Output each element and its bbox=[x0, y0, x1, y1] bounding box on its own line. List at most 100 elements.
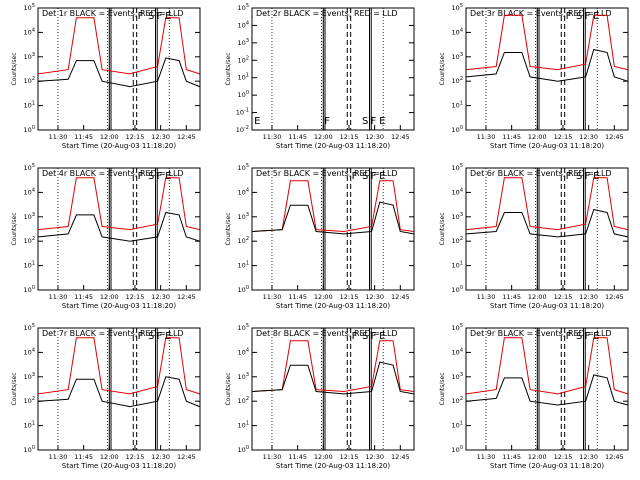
marker-f: F bbox=[324, 116, 330, 127]
marker-s: S bbox=[362, 331, 368, 342]
x-axis-label: Start Time (20-Aug-03 11:18:20) bbox=[490, 302, 604, 310]
x-tick-label: 11:30 bbox=[263, 453, 282, 461]
x-tick-label: 12:15 bbox=[340, 133, 359, 141]
x-tick-label: 11:45 bbox=[288, 293, 307, 301]
y-tick-label: 102 bbox=[24, 396, 35, 405]
marker-f: F bbox=[585, 171, 591, 182]
marker-f: F bbox=[566, 11, 572, 22]
y-tick-label: 101 bbox=[24, 421, 35, 430]
x-axis-label: Start Time (20-Aug-03 11:18:20) bbox=[276, 462, 390, 470]
panel-det-5r: Det 5r BLACK = Events, RED = LLD 100 101 10… bbox=[225, 163, 415, 310]
panel-title: Det 3r BLACK = Events, RED = LLD bbox=[470, 9, 612, 18]
x-axis-label: Start Time (20-Aug-03 11:18:20) bbox=[276, 142, 390, 150]
y-tick-label: 101 bbox=[238, 421, 249, 430]
x-tick-label: 11:45 bbox=[288, 133, 307, 141]
x-tick-label: 12:30 bbox=[365, 293, 384, 301]
x-tick-label: 12:45 bbox=[605, 293, 624, 301]
y-tick-label: 101 bbox=[24, 101, 35, 110]
x-tick-label: 12:30 bbox=[151, 453, 170, 461]
marker-e: E bbox=[593, 171, 599, 182]
y-tick-label: 105 bbox=[238, 3, 249, 12]
marker-s: S bbox=[148, 11, 154, 22]
x-tick-label: 12:15 bbox=[340, 453, 359, 461]
marker-f: F bbox=[157, 11, 163, 22]
x-axis-label: Start Time (20-Aug-03 11:18:20) bbox=[490, 142, 604, 150]
y-tick-label: 100 bbox=[24, 285, 35, 294]
x-axis-label: Start Time (20-Aug-03 11:18:20) bbox=[490, 462, 604, 470]
marker-s: S bbox=[576, 331, 582, 342]
marker-e: E bbox=[165, 331, 171, 342]
marker-s: S bbox=[576, 171, 582, 182]
x-tick-label: 12:45 bbox=[177, 133, 196, 141]
x-tick-label: 12:45 bbox=[391, 133, 410, 141]
x-tick-label: 12:30 bbox=[579, 453, 598, 461]
x-tick-label: 11:30 bbox=[477, 293, 496, 301]
x-tick-label: 11:30 bbox=[49, 133, 68, 141]
y-tick-label: 104 bbox=[452, 27, 463, 36]
y-tick-label: 101 bbox=[452, 261, 463, 270]
marker-f: F bbox=[371, 331, 377, 342]
x-tick-label: 12:15 bbox=[554, 453, 573, 461]
y-axis-label: Counts/sec bbox=[439, 212, 446, 245]
panel-title: Det 7r BLACK = Events, RED = LLD bbox=[42, 329, 184, 338]
lld-series-line bbox=[38, 17, 200, 75]
panel-det-8r: Det 8r BLACK = Events, RED = LLD 100 101 10… bbox=[225, 323, 415, 470]
y-tick-label: 100 bbox=[452, 125, 463, 134]
y-tick-label: 105 bbox=[238, 163, 249, 172]
y-tick-label: 103 bbox=[238, 372, 249, 381]
x-tick-label: 12:45 bbox=[177, 453, 196, 461]
x-tick-label: 12:15 bbox=[126, 453, 145, 461]
lld-series-line bbox=[38, 177, 200, 231]
x-tick-label: 12:45 bbox=[391, 293, 410, 301]
marker-e: E bbox=[593, 11, 599, 22]
marker-s: S bbox=[148, 331, 154, 342]
x-tick-label: 12:00 bbox=[314, 133, 333, 141]
panel-det-1r: Det 1r BLACK = Events, RED = LLD 100 101 10… bbox=[11, 3, 201, 150]
y-tick-label: 103 bbox=[24, 52, 35, 61]
x-tick-label: 11:45 bbox=[502, 453, 521, 461]
lld-series-line bbox=[466, 177, 628, 231]
x-tick-label: 11:45 bbox=[74, 133, 93, 141]
panel-title: Det 6r BLACK = Events, RED = LLD bbox=[470, 169, 612, 178]
events-series-line bbox=[252, 361, 414, 395]
x-tick-label: 12:00 bbox=[100, 293, 119, 301]
marker-e: E bbox=[593, 331, 599, 342]
panel-det-9r: Det 9r BLACK = Events, RED = LLD 100 101 10… bbox=[439, 323, 629, 470]
y-tick-label: 104 bbox=[24, 347, 35, 356]
y-tick-label: 100 bbox=[452, 445, 463, 454]
events-series-line bbox=[466, 374, 628, 406]
y-tick-label: 103 bbox=[452, 212, 463, 221]
marker-f: F bbox=[371, 171, 377, 182]
y-tick-label: 105 bbox=[452, 163, 463, 172]
y-tick-label: 105 bbox=[24, 163, 35, 172]
marker-f: F bbox=[157, 331, 163, 342]
panel-title: Det 8r BLACK = Events, RED = LLD bbox=[256, 329, 398, 338]
x-tick-label: 12:00 bbox=[528, 453, 547, 461]
y-tick-label: 101 bbox=[452, 421, 463, 430]
y-tick-label: 100 bbox=[452, 285, 463, 294]
panel-det-6r: Det 6r BLACK = Events, RED = LLD 100 101 10… bbox=[439, 163, 629, 310]
y-tick-label: 104 bbox=[24, 27, 35, 36]
x-tick-label: 12:15 bbox=[554, 133, 573, 141]
x-tick-label: 12:30 bbox=[151, 133, 170, 141]
x-tick-label: 12:00 bbox=[528, 133, 547, 141]
x-tick-label: 11:45 bbox=[74, 293, 93, 301]
events-series-line bbox=[38, 211, 200, 242]
x-tick-label: 12:15 bbox=[340, 293, 359, 301]
y-tick-label: 102 bbox=[452, 76, 463, 85]
x-tick-label: 12:15 bbox=[554, 293, 573, 301]
y-tick-label: 10-2 bbox=[236, 125, 249, 134]
x-tick-label: 11:30 bbox=[477, 133, 496, 141]
y-axis-label: Counts/sec bbox=[225, 212, 232, 245]
marker-f: F bbox=[157, 171, 163, 182]
panel-title: Det 9r BLACK = Events, RED = LLD bbox=[470, 329, 612, 338]
marker-f: F bbox=[566, 171, 572, 182]
marker-s: S bbox=[362, 116, 368, 127]
marker-f: F bbox=[585, 331, 591, 342]
marker-e: E bbox=[379, 331, 385, 342]
plot-frame bbox=[37, 167, 201, 291]
x-tick-label: 11:45 bbox=[502, 293, 521, 301]
x-tick-label: 11:45 bbox=[502, 133, 521, 141]
marker-e: E bbox=[379, 171, 385, 182]
y-axis-label: Counts/sec bbox=[11, 52, 18, 85]
